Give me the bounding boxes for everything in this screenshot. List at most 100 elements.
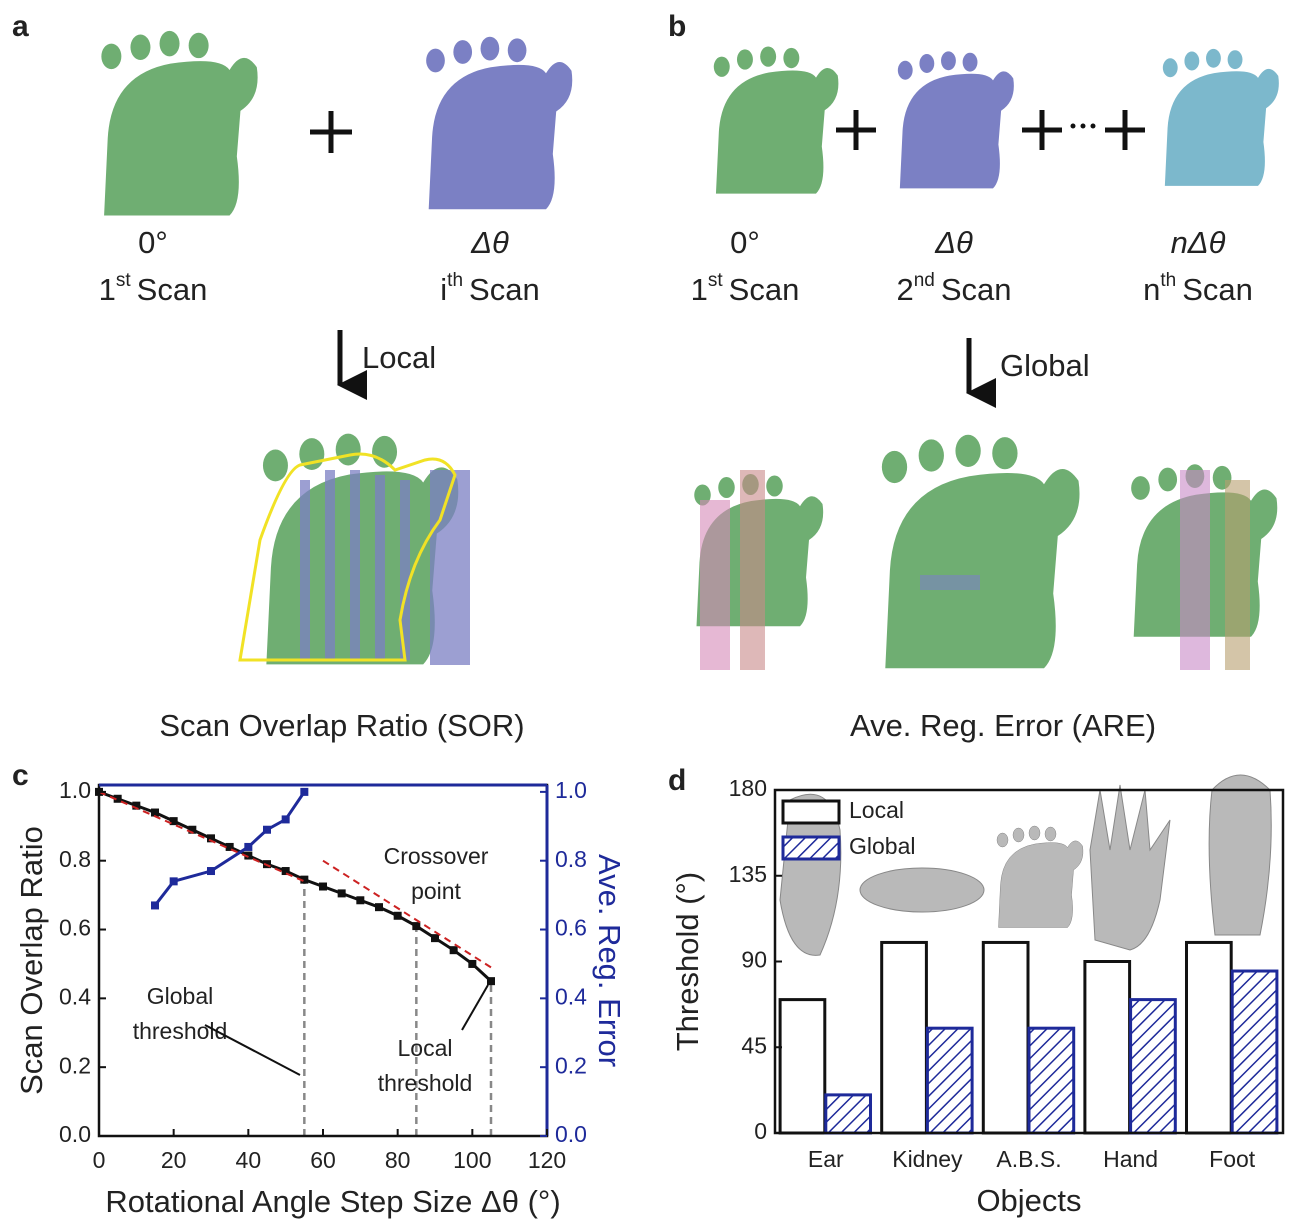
method-label: Global	[1000, 348, 1090, 383]
annotation-leader	[204, 1024, 301, 1076]
data-point	[468, 959, 477, 968]
data-point	[356, 896, 365, 905]
scan-ordinal: n	[1143, 272, 1160, 307]
panel-label: b	[668, 10, 686, 43]
scan-name: Scan	[729, 272, 800, 307]
y2-tick-label: 0.8	[555, 846, 587, 872]
scan-angle: Δθ	[934, 225, 973, 260]
caption: Ave. Reg. Error (ARE)	[850, 708, 1156, 743]
x-tick-label: 60	[310, 1147, 336, 1173]
bar	[1184, 940, 1233, 1135]
annotation: Global	[147, 983, 213, 1009]
y-tick-label: 0	[754, 1118, 767, 1144]
y-tick-label: 135	[729, 861, 767, 887]
x-tick-label: 20	[161, 1147, 187, 1173]
data-point	[319, 882, 327, 891]
x-tick-label: A.B.S.	[996, 1146, 1061, 1172]
merged-render	[881, 434, 1080, 669]
panel-label: a	[12, 10, 29, 43]
scan-render	[426, 36, 573, 210]
data-point	[151, 901, 159, 910]
scan-suffix: st	[708, 270, 724, 291]
ellipsis	[1070, 123, 1096, 129]
bar	[1230, 969, 1279, 1135]
y-tick-label: 1.0	[59, 777, 91, 803]
data-point	[487, 977, 495, 986]
data-point	[188, 825, 197, 834]
scan-name: Scan	[1182, 272, 1253, 307]
y-tick-label: 0.2	[59, 1052, 91, 1078]
x-tick-label: Kidney	[892, 1146, 963, 1172]
data-point	[113, 794, 122, 803]
data-point	[449, 946, 458, 955]
y-tick-label: 0.6	[59, 915, 91, 941]
legend-swatch	[781, 799, 841, 825]
data-point	[169, 817, 178, 826]
merged-render	[262, 433, 459, 665]
y2-tick-label: 0.2	[555, 1052, 587, 1078]
scan-ordinal: 1	[99, 272, 116, 307]
scan-render	[713, 46, 839, 194]
data-point	[375, 903, 383, 912]
legend-label: Local	[849, 797, 904, 823]
scan-render	[101, 30, 258, 216]
data-point	[281, 867, 290, 876]
bar	[1027, 1026, 1076, 1135]
plus-sign	[310, 111, 352, 153]
plus-sign	[836, 110, 1145, 150]
method-label: Local	[362, 340, 436, 375]
y2-tick-label: 0.6	[555, 915, 587, 941]
y-tick-label: 0.8	[59, 846, 91, 872]
scan-angle: 0°	[138, 225, 168, 260]
scan-name: Scan	[137, 272, 208, 307]
overlap-stripes	[300, 470, 470, 665]
data-point	[244, 842, 253, 851]
panel-label: d	[668, 764, 686, 797]
scan-ordinal: 2	[896, 272, 913, 307]
scan-angle: nΔθ	[1171, 225, 1226, 260]
y-tick-label: 0.4	[59, 983, 91, 1009]
y-axis-title: Threshold (°)	[670, 872, 705, 1052]
fit-line	[98, 790, 305, 883]
bar	[778, 998, 827, 1135]
data-point	[263, 825, 271, 834]
bar	[880, 940, 928, 1135]
data-point	[169, 877, 178, 886]
data-point	[207, 867, 215, 876]
y-axis-title: Scan Overlap Ratio	[14, 826, 49, 1095]
y2-axis-title: Ave. Reg. Error	[592, 854, 627, 1067]
data-point	[337, 889, 346, 898]
x-axis-title: Rotational Angle Step Size Δθ (°)	[105, 1184, 560, 1219]
data-point	[412, 922, 421, 931]
data-point	[300, 787, 309, 796]
error-patches	[700, 470, 1250, 670]
y-tick-label: 0.0	[59, 1121, 91, 1147]
scan-ordinal: 1	[691, 272, 708, 307]
scan-name: Scan	[941, 272, 1012, 307]
x-tick-label: 0	[93, 1147, 106, 1173]
scan-name: Scan	[469, 272, 540, 307]
scan-suffix: th	[447, 270, 463, 291]
annotation: Crossover	[384, 843, 489, 869]
scan-label: nth Scan	[1143, 270, 1253, 307]
legend-label: Global	[849, 833, 915, 859]
x-tick-label: 100	[453, 1147, 491, 1173]
bar	[1129, 998, 1177, 1135]
scan-label: ith Scan	[440, 270, 539, 307]
bar	[824, 1093, 873, 1135]
object-renders	[779, 774, 1272, 956]
x-tick-label: Ear	[808, 1146, 844, 1172]
data-line	[98, 790, 493, 983]
x-axis-title: Objects	[976, 1183, 1081, 1218]
data-point	[225, 842, 234, 851]
scan-angle: Δθ	[470, 225, 509, 260]
fit-line	[322, 859, 492, 969]
data-point	[281, 815, 290, 824]
y2-tick-label: 0.4	[555, 983, 587, 1009]
scan-label: 1st Scan	[691, 270, 800, 307]
y-tick-label: 45	[741, 1032, 767, 1058]
x-tick-label: Hand	[1103, 1146, 1158, 1172]
data-point	[207, 834, 215, 843]
annotation: threshold	[378, 1070, 473, 1096]
